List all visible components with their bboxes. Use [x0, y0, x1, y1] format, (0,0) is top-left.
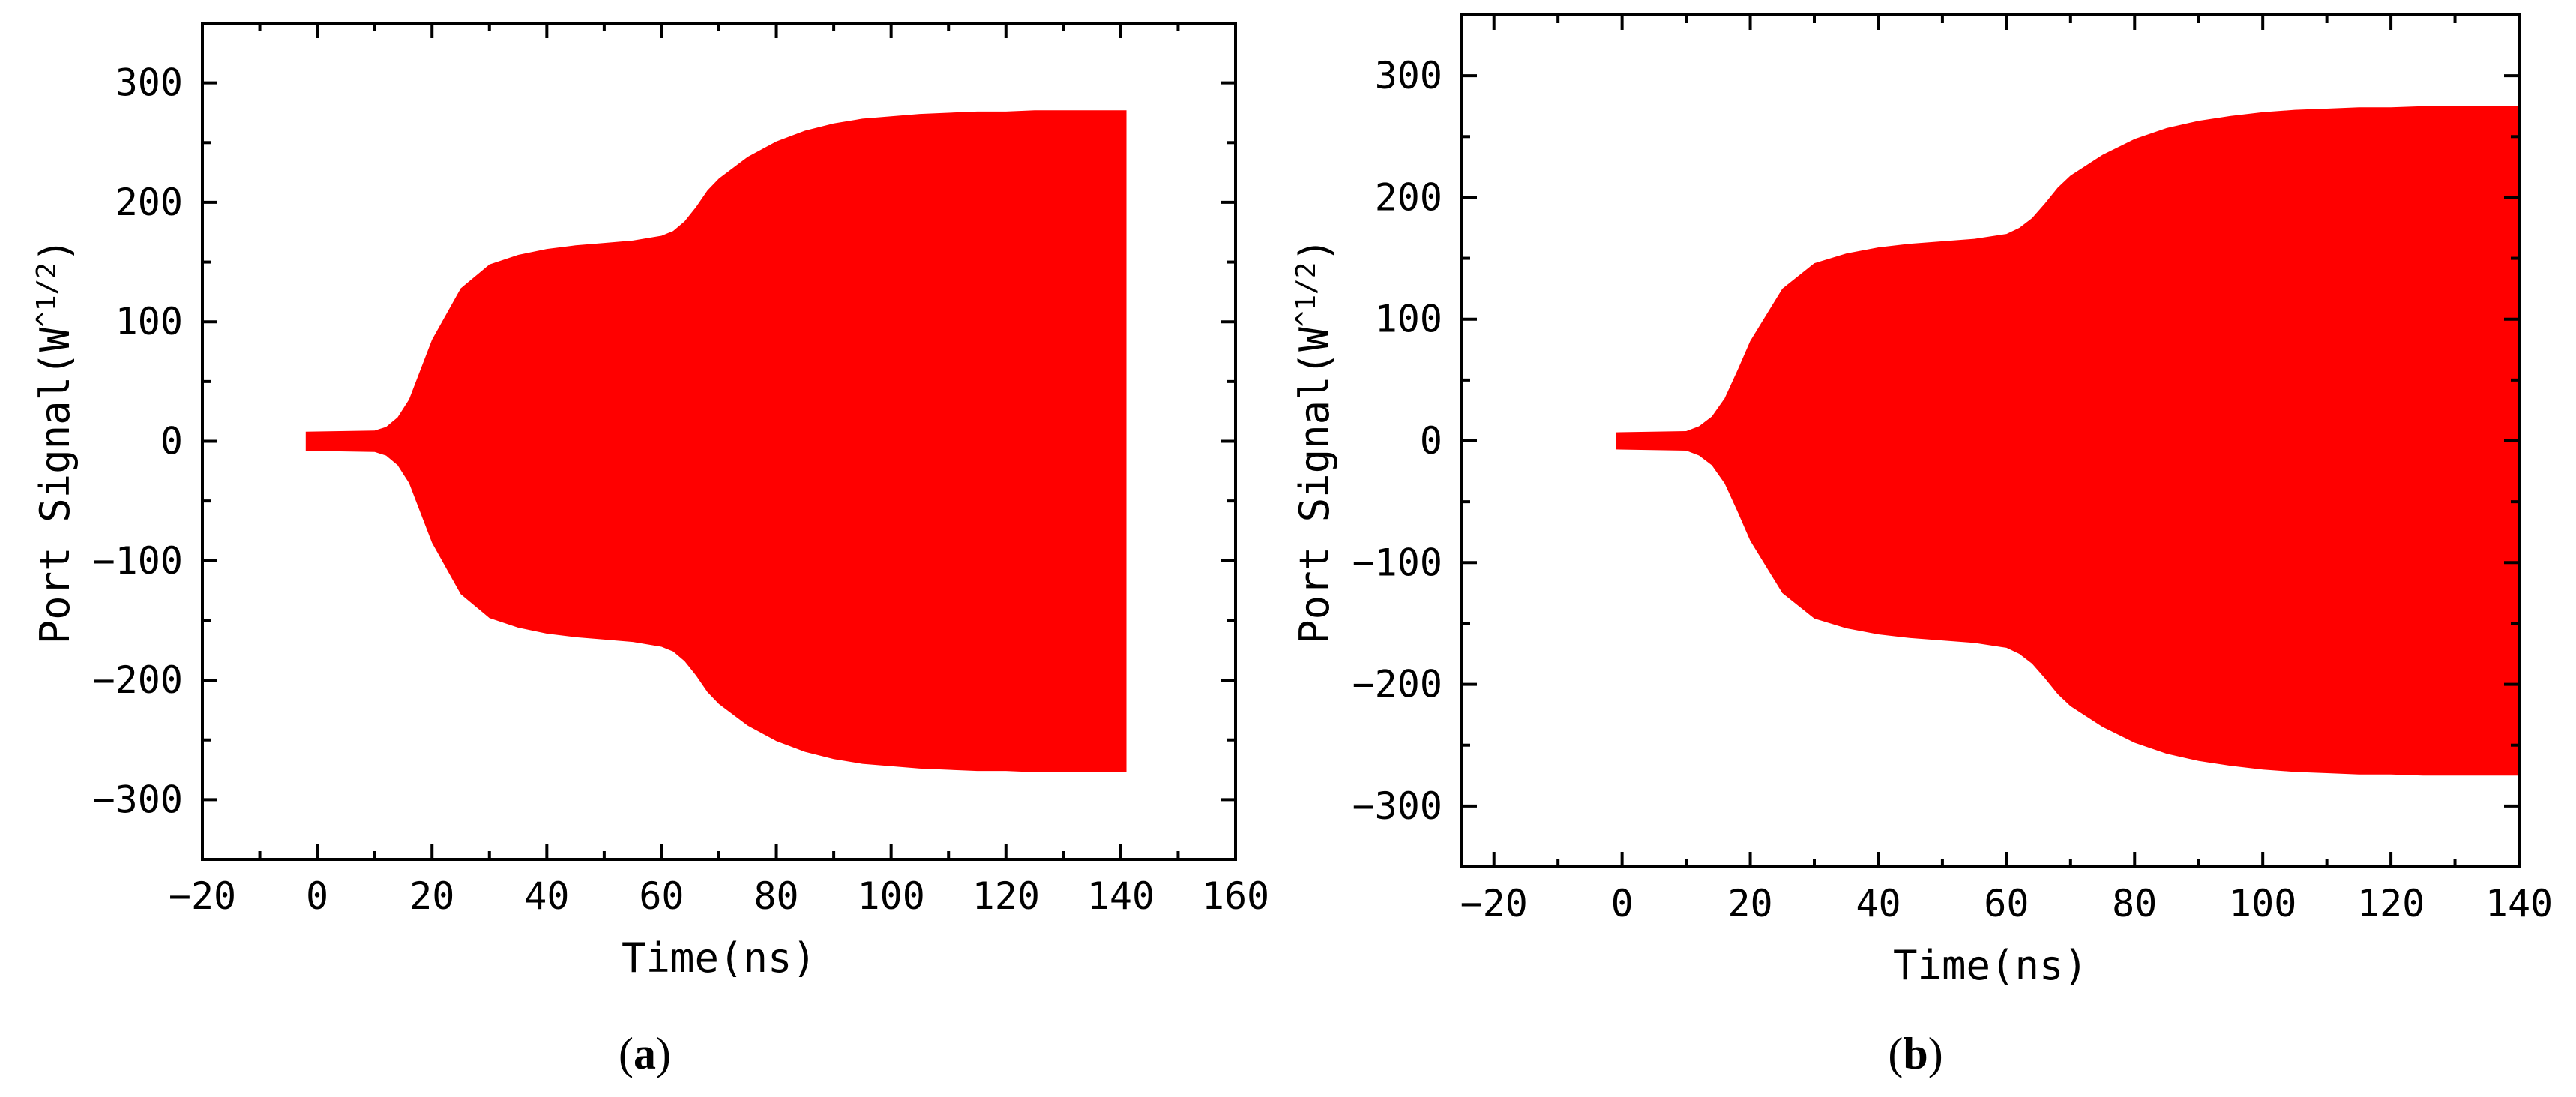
signal-envelope [305, 110, 1127, 772]
x-tick-label: 160 [1202, 874, 1269, 918]
y-tick-label: −300 [1352, 784, 1442, 828]
x-tick-label: 0 [1611, 882, 1634, 925]
x-tick-label: 60 [1984, 882, 2029, 925]
panel-a: −20 0 20 40 60 80 100 120 140 160−300−200−1000100… [31, 22, 1269, 1078]
x-tick-label: −20 [1460, 882, 1528, 925]
y-tick-label: −200 [1352, 663, 1442, 706]
y-axis-title: Port Signal(W^1/2) [31, 238, 79, 645]
panel-label: (b) [1888, 1029, 1942, 1078]
y-tick-label: 300 [115, 61, 183, 105]
x-tick-label: 100 [2229, 882, 2296, 925]
x-axis-title: Time(ns) [1893, 942, 2088, 989]
x-tick-label: 100 [858, 874, 925, 918]
x-tick-label: 80 [2112, 882, 2157, 925]
y-tick-label: −300 [93, 778, 183, 821]
panel-b: −20 0 20 40 60 80 100 120 140−300−200−1000100200… [1291, 13, 2553, 1078]
x-tick-label: 140 [1087, 874, 1155, 918]
y-tick-label: −100 [93, 539, 183, 583]
x-tick-label: 0 [306, 874, 328, 918]
x-tick-label: 120 [972, 874, 1040, 918]
x-axis-title: Time(ns) [622, 934, 816, 982]
x-tick-label: 20 [1727, 882, 1772, 925]
x-tick-label: 120 [2357, 882, 2425, 925]
x-tick-label: 40 [1856, 882, 1901, 925]
y-tick-label: −200 [93, 658, 183, 702]
x-tick-label: 60 [639, 874, 684, 918]
y-tick-label: 0 [160, 420, 183, 463]
y-tick-label: −100 [1352, 541, 1442, 584]
y-tick-label: 200 [1375, 175, 1442, 219]
y-tick-label: 100 [1375, 298, 1442, 341]
y-tick-label: 0 [1420, 419, 1442, 463]
y-tick-label: 100 [115, 300, 183, 343]
x-tick-label: 40 [524, 874, 569, 918]
x-tick-label: −20 [169, 874, 236, 918]
x-tick-label: 20 [409, 874, 454, 918]
x-tick-label: 140 [2485, 882, 2553, 925]
y-tick-label: 300 [1375, 54, 1442, 97]
x-tick-label: 80 [753, 874, 798, 918]
signal-envelope [1616, 106, 2519, 776]
y-tick-label: 200 [115, 181, 183, 224]
panel-label: (a) [619, 1029, 671, 1078]
y-axis-title: Port Signal(W^1/2) [1291, 238, 1338, 644]
